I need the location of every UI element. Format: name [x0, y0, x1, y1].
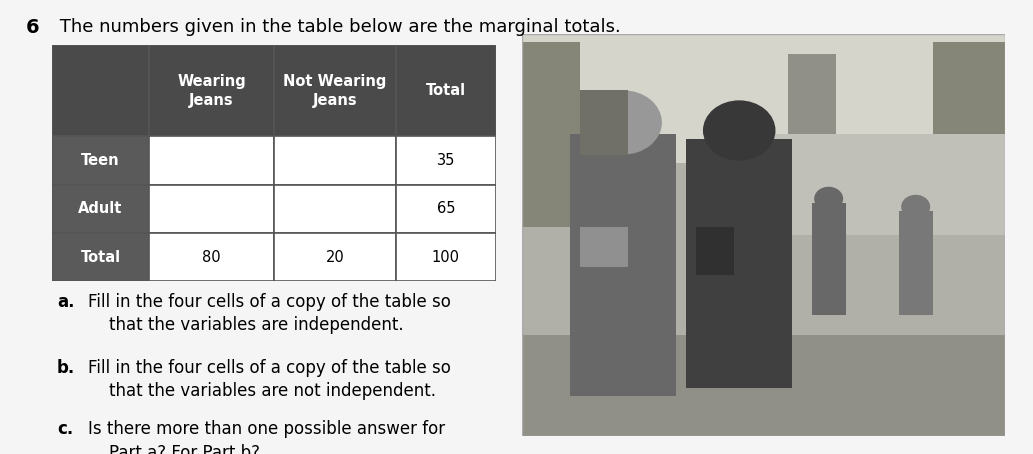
- Text: Is there more than one possible answer for
    Part a? For Part b?: Is there more than one possible answer f…: [88, 420, 445, 454]
- Bar: [396, 185, 496, 233]
- Bar: [274, 45, 396, 136]
- Bar: [522, 163, 1005, 336]
- Text: Total: Total: [426, 84, 466, 99]
- Bar: [274, 136, 396, 185]
- Text: 65: 65: [437, 202, 456, 217]
- Bar: [580, 227, 628, 267]
- Bar: [52, 185, 150, 233]
- Bar: [570, 134, 677, 395]
- Text: Fill in the four cells of a copy of the table so
    that the variables are not : Fill in the four cells of a copy of the …: [88, 359, 450, 400]
- Text: 80: 80: [202, 250, 221, 265]
- Text: b.: b.: [57, 359, 75, 377]
- Text: 6: 6: [26, 18, 39, 37]
- Text: Fill in the four cells of a copy of the table so
    that the variables are inde: Fill in the four cells of a copy of the …: [88, 293, 450, 335]
- Text: The numbers given in the table below are the marginal totals.: The numbers given in the table below are…: [54, 18, 621, 36]
- Bar: [52, 136, 150, 185]
- Bar: [933, 42, 1005, 203]
- Text: 100: 100: [432, 250, 460, 265]
- Bar: [150, 45, 274, 136]
- Text: Wearing
Jeans: Wearing Jeans: [178, 74, 246, 108]
- Circle shape: [585, 90, 662, 154]
- Bar: [715, 134, 1005, 235]
- Bar: [812, 203, 846, 315]
- Text: 20: 20: [325, 250, 344, 265]
- Bar: [899, 211, 933, 315]
- Bar: [52, 45, 150, 136]
- Bar: [522, 336, 1005, 436]
- Bar: [150, 233, 274, 281]
- Bar: [274, 185, 396, 233]
- Text: a.: a.: [57, 293, 74, 311]
- Bar: [580, 90, 628, 154]
- Bar: [695, 227, 734, 275]
- Bar: [52, 233, 150, 281]
- Bar: [396, 136, 496, 185]
- Bar: [150, 185, 274, 233]
- Bar: [522, 42, 580, 227]
- Bar: [396, 233, 496, 281]
- Text: Total: Total: [81, 250, 121, 265]
- Bar: [787, 54, 836, 195]
- Bar: [686, 138, 792, 388]
- Text: Adult: Adult: [79, 202, 123, 217]
- Bar: [522, 34, 1005, 163]
- Circle shape: [702, 100, 776, 161]
- Text: c.: c.: [57, 420, 73, 438]
- Circle shape: [814, 187, 843, 211]
- Text: Teen: Teen: [82, 153, 120, 168]
- Bar: [150, 136, 274, 185]
- Bar: [274, 233, 396, 281]
- Text: 35: 35: [437, 153, 456, 168]
- Text: Not Wearing
Jeans: Not Wearing Jeans: [283, 74, 386, 108]
- Bar: [396, 45, 496, 136]
- Circle shape: [901, 195, 930, 219]
